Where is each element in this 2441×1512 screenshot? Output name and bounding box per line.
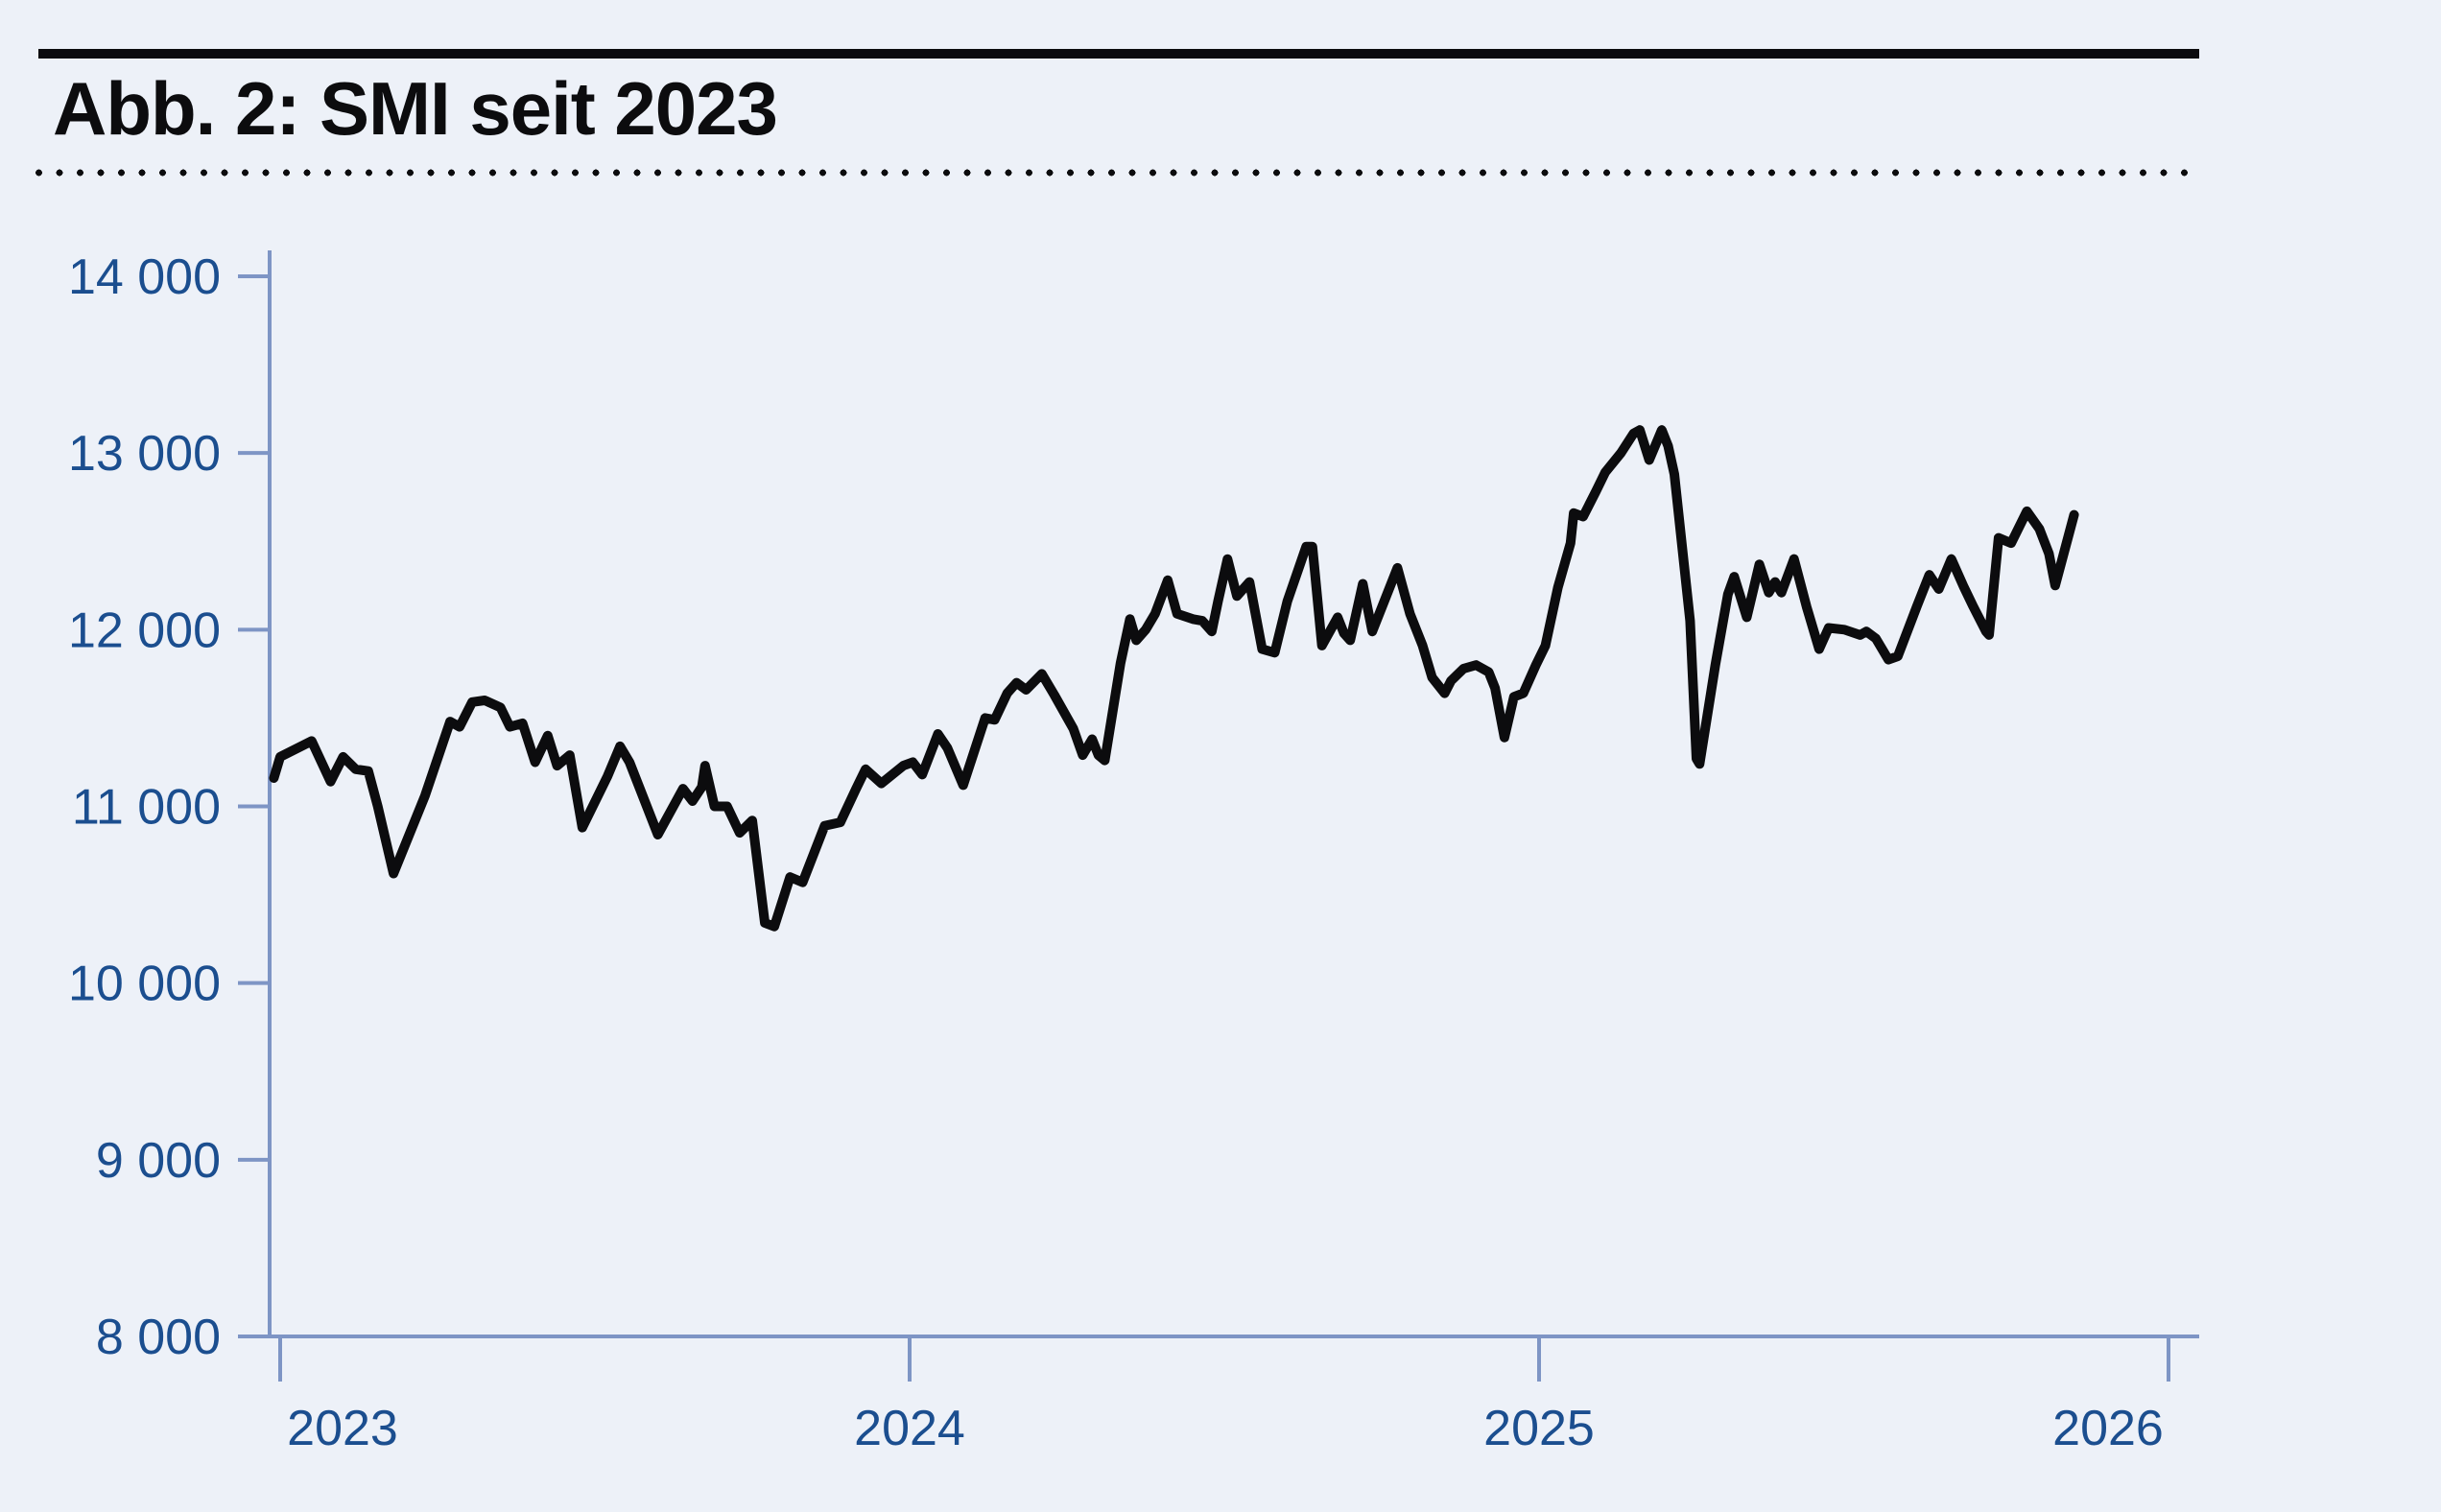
x-tick-label: 2024 (854, 1401, 965, 1456)
smi-line (269, 425, 2079, 932)
x-tick-label: 2026 (2052, 1401, 2164, 1456)
y-tick-label: 13 000 (68, 426, 221, 482)
y-tick-label: 11 000 (72, 780, 221, 836)
y-tick-label: 8 000 (96, 1310, 221, 1365)
axes-line (268, 250, 2199, 1338)
x-tick-label: 2023 (287, 1401, 398, 1456)
y-tick-label: 14 000 (68, 249, 221, 305)
x-tick-label: 2025 (1483, 1401, 1595, 1456)
figure-title: Abb. 2: SMI seit 2023 (53, 66, 778, 151)
y-tick-label: 9 000 (96, 1133, 221, 1189)
y-tick-label: 10 000 (68, 957, 221, 1012)
dotted-rule (36, 169, 2198, 177)
y-tick-label: 12 000 (68, 602, 221, 658)
top-rule (38, 49, 2199, 59)
